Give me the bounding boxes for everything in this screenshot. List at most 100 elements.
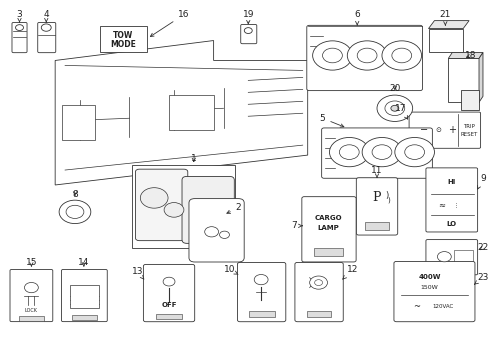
Text: OFF: OFF <box>161 302 177 307</box>
Circle shape <box>347 41 387 70</box>
Circle shape <box>59 200 91 224</box>
Circle shape <box>395 138 435 167</box>
Text: LO: LO <box>446 221 456 227</box>
Text: ⊙: ⊙ <box>436 127 441 133</box>
Text: 15: 15 <box>25 258 37 267</box>
Text: 22: 22 <box>477 243 489 252</box>
Circle shape <box>41 24 51 31</box>
Bar <box>314 248 343 256</box>
Circle shape <box>405 145 424 159</box>
Text: 7: 7 <box>291 221 302 230</box>
Bar <box>461 90 479 110</box>
Text: LOCK: LOCK <box>25 308 38 313</box>
Bar <box>365 222 389 230</box>
Text: 8: 8 <box>72 190 78 199</box>
Text: 3: 3 <box>17 10 23 22</box>
Text: P: P <box>373 192 381 204</box>
Circle shape <box>385 101 405 116</box>
Text: 9: 9 <box>477 174 486 189</box>
FancyBboxPatch shape <box>307 25 422 91</box>
FancyBboxPatch shape <box>182 176 234 243</box>
Circle shape <box>372 145 392 159</box>
FancyBboxPatch shape <box>295 262 343 322</box>
Circle shape <box>16 25 24 31</box>
Text: ): ) <box>385 192 389 201</box>
Text: 2: 2 <box>227 203 241 213</box>
Text: −: − <box>420 125 429 135</box>
Bar <box>448 58 479 102</box>
Bar <box>249 311 275 318</box>
Polygon shape <box>479 53 483 102</box>
Text: +: + <box>448 125 456 135</box>
Circle shape <box>322 48 343 63</box>
Text: 120VAC: 120VAC <box>433 304 454 309</box>
Polygon shape <box>429 21 469 28</box>
Circle shape <box>66 205 84 219</box>
Text: 11: 11 <box>371 166 383 177</box>
Text: 12: 12 <box>343 265 358 279</box>
Circle shape <box>392 48 412 63</box>
FancyBboxPatch shape <box>238 262 286 322</box>
FancyBboxPatch shape <box>394 261 475 322</box>
Text: 10: 10 <box>224 265 238 274</box>
FancyBboxPatch shape <box>409 112 481 148</box>
Circle shape <box>245 28 252 33</box>
Bar <box>72 315 97 320</box>
Text: 18: 18 <box>466 51 477 60</box>
Circle shape <box>382 41 421 70</box>
FancyBboxPatch shape <box>426 168 478 232</box>
Circle shape <box>313 41 352 70</box>
Text: 150W: 150W <box>420 285 439 290</box>
Circle shape <box>220 231 229 238</box>
Text: ~: ~ <box>413 302 420 311</box>
Circle shape <box>164 203 184 217</box>
Circle shape <box>377 95 413 121</box>
Text: TRIP: TRIP <box>463 124 475 129</box>
Text: 19: 19 <box>243 10 254 24</box>
FancyBboxPatch shape <box>241 24 257 44</box>
Text: 6: 6 <box>354 10 360 25</box>
Bar <box>70 285 98 307</box>
Circle shape <box>362 138 402 167</box>
Text: ): ) <box>388 197 390 203</box>
Text: 13: 13 <box>132 267 144 279</box>
Circle shape <box>205 227 219 237</box>
Text: ≈: ≈ <box>438 201 445 210</box>
Circle shape <box>438 252 451 262</box>
Text: 23: 23 <box>474 273 489 284</box>
Bar <box>156 315 182 319</box>
Bar <box>307 311 331 318</box>
Circle shape <box>254 274 268 285</box>
Polygon shape <box>55 41 308 185</box>
Bar <box>100 26 147 53</box>
Text: CARGO: CARGO <box>315 215 343 221</box>
Text: ⋮: ⋮ <box>453 202 459 207</box>
Text: 14: 14 <box>78 258 90 267</box>
Bar <box>454 250 473 264</box>
Text: 1: 1 <box>191 154 196 163</box>
Circle shape <box>24 283 38 293</box>
Circle shape <box>329 138 369 167</box>
Circle shape <box>310 276 327 289</box>
FancyBboxPatch shape <box>10 270 53 321</box>
FancyBboxPatch shape <box>12 22 27 53</box>
Circle shape <box>340 145 359 159</box>
Text: 5: 5 <box>319 114 344 127</box>
Text: RESET: RESET <box>461 132 478 137</box>
Text: 16: 16 <box>150 10 190 36</box>
Polygon shape <box>448 53 483 58</box>
Text: 400W: 400W <box>418 274 441 280</box>
Text: HI: HI <box>447 179 455 185</box>
Circle shape <box>140 188 168 208</box>
FancyBboxPatch shape <box>302 197 356 262</box>
Text: MODE: MODE <box>111 40 136 49</box>
Text: 4: 4 <box>44 10 49 22</box>
Text: 20: 20 <box>389 84 400 93</box>
Circle shape <box>163 277 175 286</box>
Circle shape <box>315 280 322 285</box>
FancyBboxPatch shape <box>356 178 398 235</box>
FancyBboxPatch shape <box>144 264 195 322</box>
Bar <box>132 165 235 248</box>
Text: 17: 17 <box>395 104 408 119</box>
FancyBboxPatch shape <box>62 270 107 321</box>
